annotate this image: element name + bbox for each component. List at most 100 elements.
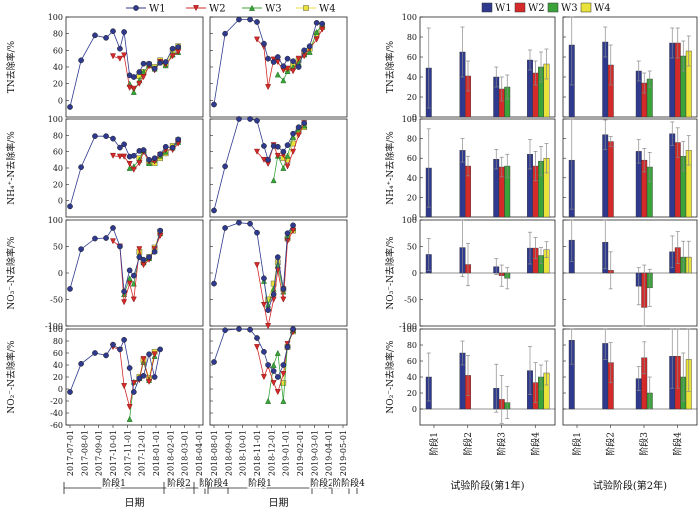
- bar-legend-swatch-W1: [481, 2, 493, 13]
- y-axis-label: NO₃⁻-N去除率/%: [5, 236, 17, 310]
- x-tick-label: 2019-02-01: [296, 430, 305, 476]
- data-point-W1: [222, 327, 228, 334]
- data-point-W1: [261, 143, 267, 149]
- data-point-W1: [67, 389, 73, 395]
- data-point-W2: [274, 389, 281, 396]
- x-tick-label: 2018-04-01: [195, 430, 204, 476]
- data-point-W3: [280, 77, 287, 84]
- data-point-W2: [121, 153, 128, 160]
- data-point-W1: [301, 120, 308, 126]
- data-point-W1: [67, 286, 73, 292]
- data-point-W1: [254, 117, 260, 124]
- line-panel-TN-y1: 0 20 40 60 80 100 TN去除率/%: [5, 13, 204, 118]
- data-point-W1: [162, 59, 169, 65]
- bar-legend-swatch-W2: [514, 2, 526, 13]
- x-tick-label: 2018-03-01: [181, 430, 190, 476]
- y-tick-label: 80: [407, 341, 417, 350]
- data-point-W2: [121, 52, 128, 59]
- legend-label-W1: W1: [149, 4, 166, 15]
- data-point-W1: [140, 372, 147, 379]
- data-point-W2: [253, 36, 261, 43]
- data-point-W1: [274, 254, 281, 260]
- data-point-W2: [253, 262, 261, 269]
- stage-label: 阶段2: [310, 477, 334, 489]
- stage-label: 阶段2: [167, 477, 191, 489]
- data-point-W2: [136, 246, 143, 253]
- y-tick-label: 20: [53, 180, 63, 189]
- legend-marker-W1: [133, 5, 139, 11]
- data-point-W1: [265, 362, 271, 368]
- data-point-W2: [109, 53, 117, 60]
- y-axis-label: NH₄⁺-N去除率/%: [5, 131, 17, 205]
- data-point-W1: [110, 341, 116, 348]
- y-tick-label: 0: [58, 96, 63, 105]
- data-point-W1: [140, 147, 147, 153]
- y-tick-label: 100: [402, 325, 417, 334]
- data-point-W1: [130, 152, 137, 159]
- data-point-W2: [290, 68, 297, 75]
- data-point-W1: [103, 352, 109, 359]
- data-point-W1: [261, 348, 267, 355]
- y-tick-label: -100: [399, 322, 417, 331]
- data-point-W2: [121, 383, 128, 390]
- data-point-W1: [236, 16, 242, 23]
- y-tick-label: 100: [402, 216, 417, 225]
- line-panel-frame: [65, 328, 204, 426]
- x-tick-label: 2019-03-01: [310, 430, 319, 476]
- data-point-W3: [270, 177, 277, 184]
- legend-marker-W4: [303, 5, 309, 11]
- data-point-W1: [290, 130, 296, 137]
- line-panel-NH4-y2: [209, 116, 348, 218]
- bar-panel-NO3-y2: [562, 219, 698, 327]
- x-tick-label: 2018-08-01: [210, 430, 219, 476]
- data-point-W1: [290, 326, 296, 332]
- x-tick-label: 2017-07-01: [66, 430, 75, 476]
- data-point-W1: [265, 156, 271, 163]
- x-tick-label: 阶段3: [496, 432, 508, 456]
- data-point-W1: [92, 133, 98, 139]
- data-point-W3: [280, 164, 287, 171]
- data-point-W1: [151, 248, 158, 255]
- data-point-W2: [151, 351, 158, 358]
- y-tick-label: -20: [50, 397, 63, 406]
- bar-panel-frame: [562, 118, 698, 218]
- y-tick-label: 20: [407, 93, 417, 102]
- data-point-W1: [222, 225, 228, 231]
- data-point-W1: [151, 155, 158, 162]
- legend-marker-W3: [248, 4, 256, 11]
- y-tick-label: 0: [58, 385, 63, 394]
- data-point-W1: [265, 55, 271, 62]
- data-point-W1: [157, 151, 164, 157]
- bar-legend-swatch-W3: [547, 2, 559, 13]
- data-point-W1: [284, 55, 291, 62]
- data-point-W2: [140, 356, 147, 363]
- x-axis-label: 日期: [269, 497, 289, 509]
- data-point-W2: [284, 65, 291, 72]
- data-point-W1: [254, 19, 260, 25]
- line-panel-NO3-y1: -100 -50 0 50 100 NO₃⁻-N去除率/%: [5, 216, 204, 331]
- data-point-W1: [103, 34, 109, 41]
- data-point-W2: [126, 280, 133, 287]
- data-point-W1: [284, 142, 291, 148]
- data-point-W1: [146, 351, 152, 358]
- y-tick-label: 0: [58, 269, 63, 278]
- data-point-W1: [162, 143, 169, 150]
- data-point-W1: [136, 69, 143, 75]
- data-point-W3: [274, 349, 281, 356]
- bar-panel-NH4-y2: [562, 118, 698, 218]
- data-point-W1: [211, 101, 217, 108]
- x-tick-label: 2017-11-01: [123, 430, 132, 476]
- data-point-W1: [92, 235, 98, 242]
- y-tick-label: 0: [58, 197, 63, 206]
- data-point-W1: [126, 267, 133, 274]
- data-point-W1: [222, 30, 228, 37]
- bar-legend-swatch-W4: [580, 2, 592, 13]
- line-panel-NO2-y2: [209, 326, 348, 426]
- data-point-W1: [136, 375, 143, 382]
- data-point-W1: [261, 275, 267, 282]
- bar-panel-frame: [419, 328, 556, 426]
- line-panel-TN-y2: [209, 16, 348, 118]
- series-line-W1: [213, 328, 294, 378]
